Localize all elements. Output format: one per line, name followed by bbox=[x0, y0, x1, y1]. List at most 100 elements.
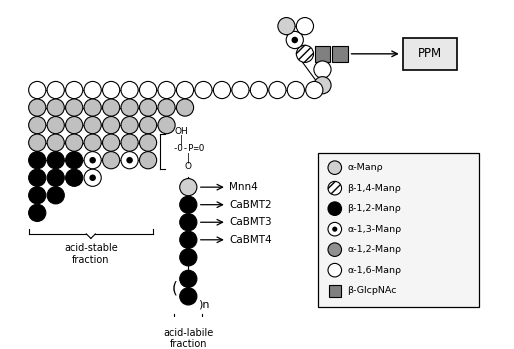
Text: PPM: PPM bbox=[418, 47, 442, 60]
Bar bbox=[319, 153, 480, 307]
Circle shape bbox=[314, 77, 331, 94]
Text: acid-labile
fraction: acid-labile fraction bbox=[163, 328, 213, 349]
Circle shape bbox=[66, 81, 83, 99]
Text: α-1,2-Manρ: α-1,2-Manρ bbox=[347, 245, 401, 254]
Circle shape bbox=[297, 45, 314, 62]
Circle shape bbox=[232, 81, 249, 99]
Circle shape bbox=[84, 81, 101, 99]
Bar bbox=[328, 284, 341, 297]
Text: α-Manρ: α-Manρ bbox=[347, 163, 383, 172]
Circle shape bbox=[180, 249, 197, 266]
Circle shape bbox=[328, 222, 342, 236]
Circle shape bbox=[139, 134, 157, 151]
Text: CaBMT2: CaBMT2 bbox=[229, 200, 272, 210]
Text: CaBMT4: CaBMT4 bbox=[229, 235, 272, 245]
Circle shape bbox=[66, 134, 83, 151]
Circle shape bbox=[139, 151, 157, 169]
Circle shape bbox=[328, 181, 342, 195]
Circle shape bbox=[139, 99, 157, 116]
Circle shape bbox=[332, 227, 337, 232]
Text: O: O bbox=[185, 162, 192, 171]
Text: β-1,4-Manρ: β-1,4-Manρ bbox=[347, 184, 401, 193]
Circle shape bbox=[158, 99, 175, 116]
Circle shape bbox=[47, 134, 64, 151]
Circle shape bbox=[328, 202, 342, 215]
Circle shape bbox=[158, 117, 175, 134]
Circle shape bbox=[84, 117, 101, 134]
Circle shape bbox=[47, 169, 64, 186]
Circle shape bbox=[102, 117, 120, 134]
Circle shape bbox=[29, 81, 46, 99]
Circle shape bbox=[278, 17, 295, 35]
Text: CaBMT3: CaBMT3 bbox=[229, 217, 272, 227]
Circle shape bbox=[180, 214, 197, 231]
Text: |: | bbox=[179, 134, 182, 145]
Circle shape bbox=[121, 99, 138, 116]
Circle shape bbox=[139, 81, 157, 99]
Circle shape bbox=[121, 117, 138, 134]
Circle shape bbox=[84, 151, 101, 169]
Circle shape bbox=[102, 151, 120, 169]
Circle shape bbox=[102, 81, 120, 99]
Text: OH: OH bbox=[174, 127, 188, 136]
Circle shape bbox=[29, 187, 46, 204]
Circle shape bbox=[269, 81, 286, 99]
Circle shape bbox=[195, 81, 212, 99]
Circle shape bbox=[291, 37, 298, 43]
Circle shape bbox=[180, 196, 197, 213]
Circle shape bbox=[102, 134, 120, 151]
Text: β-GlcpNAc: β-GlcpNAc bbox=[347, 286, 397, 295]
Circle shape bbox=[176, 81, 194, 99]
Circle shape bbox=[47, 117, 64, 134]
Circle shape bbox=[180, 231, 197, 248]
Text: |: | bbox=[187, 153, 190, 163]
Circle shape bbox=[180, 288, 197, 305]
Circle shape bbox=[29, 99, 46, 116]
Text: (: ( bbox=[172, 280, 178, 295]
Circle shape bbox=[328, 243, 342, 257]
Circle shape bbox=[139, 117, 157, 134]
Circle shape bbox=[121, 81, 138, 99]
Circle shape bbox=[180, 179, 197, 196]
Circle shape bbox=[84, 99, 101, 116]
Text: acid-stable
fraction: acid-stable fraction bbox=[64, 243, 118, 265]
Circle shape bbox=[121, 151, 138, 169]
Circle shape bbox=[297, 17, 314, 35]
Circle shape bbox=[89, 157, 96, 163]
Circle shape bbox=[29, 117, 46, 134]
Circle shape bbox=[121, 134, 138, 151]
Text: Mnn4: Mnn4 bbox=[229, 182, 258, 192]
Circle shape bbox=[47, 151, 64, 169]
Circle shape bbox=[66, 169, 83, 186]
Circle shape bbox=[176, 99, 194, 116]
Circle shape bbox=[287, 81, 304, 99]
Bar bbox=[315, 46, 330, 61]
Bar bbox=[332, 46, 348, 61]
Circle shape bbox=[84, 134, 101, 151]
Circle shape bbox=[314, 61, 331, 78]
Circle shape bbox=[102, 99, 120, 116]
Text: -O-P=O: -O-P=O bbox=[172, 144, 204, 153]
Circle shape bbox=[328, 161, 342, 174]
Circle shape bbox=[286, 31, 303, 49]
Circle shape bbox=[29, 169, 46, 186]
Circle shape bbox=[29, 134, 46, 151]
Circle shape bbox=[47, 81, 64, 99]
Circle shape bbox=[158, 81, 175, 99]
Circle shape bbox=[29, 151, 46, 169]
Circle shape bbox=[84, 169, 101, 186]
Circle shape bbox=[89, 174, 96, 181]
Circle shape bbox=[29, 204, 46, 221]
Circle shape bbox=[213, 81, 231, 99]
Circle shape bbox=[47, 187, 64, 204]
Circle shape bbox=[306, 81, 323, 99]
Text: )n: )n bbox=[198, 299, 209, 309]
Bar bbox=[402, 38, 457, 70]
Circle shape bbox=[250, 81, 267, 99]
Circle shape bbox=[47, 99, 64, 116]
Text: β-1,2-Manρ: β-1,2-Manρ bbox=[347, 204, 401, 213]
Circle shape bbox=[66, 151, 83, 169]
Circle shape bbox=[328, 263, 342, 277]
Circle shape bbox=[66, 99, 83, 116]
Circle shape bbox=[66, 117, 83, 134]
